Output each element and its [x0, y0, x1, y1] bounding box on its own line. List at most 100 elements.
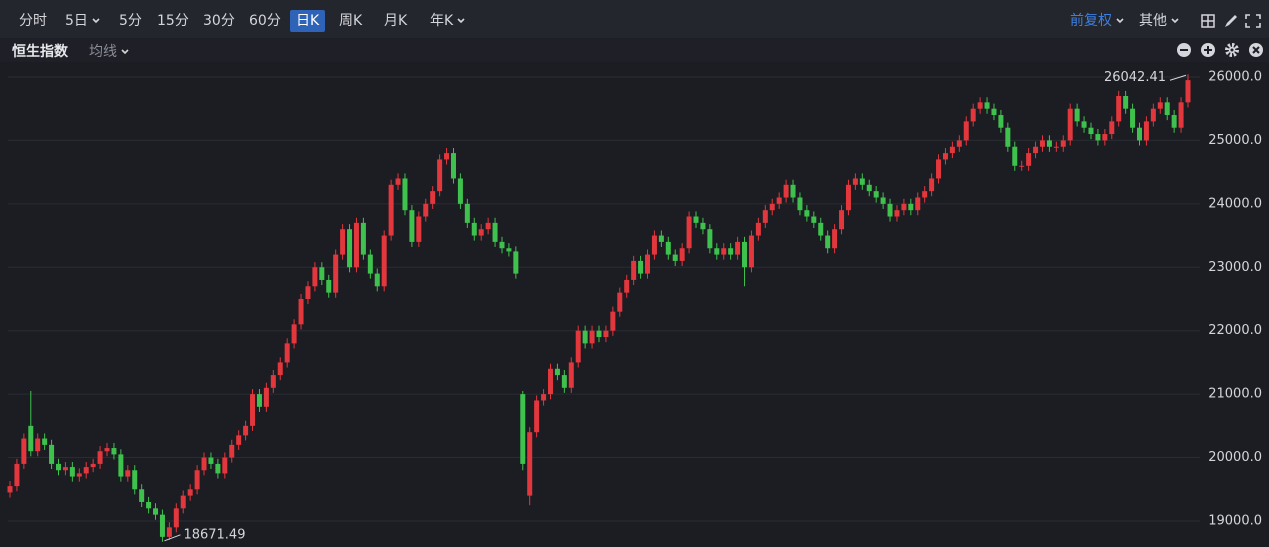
index-title: 恒生指数	[12, 44, 68, 60]
candle-body	[277, 362, 283, 376]
candle-body	[679, 248, 685, 261]
candle-body	[430, 191, 436, 204]
candle-body	[1116, 95, 1122, 122]
candle-body	[1005, 127, 1011, 147]
candle-body	[859, 178, 865, 185]
candle-body	[873, 191, 879, 198]
more-menu[interactable]: 其他	[1136, 10, 1182, 32]
candle-body	[1019, 165, 1025, 167]
y-tick-label: 21000.0	[1208, 387, 1262, 402]
candle-body	[1171, 115, 1177, 128]
candle-body	[457, 178, 463, 204]
candle-body	[97, 451, 103, 464]
candle-body	[263, 387, 269, 407]
candle-body	[146, 501, 152, 509]
candle-body	[762, 210, 768, 223]
zoom-in-icon[interactable]	[1201, 43, 1215, 57]
candle-body	[243, 425, 249, 436]
candle-body	[866, 184, 872, 192]
period-tab[interactable]: 15分	[157, 13, 189, 29]
fullscreen-icon[interactable]	[1245, 14, 1261, 28]
candle-body	[804, 210, 810, 217]
candle-body	[62, 467, 68, 471]
candle-body	[333, 254, 339, 293]
candle-body	[963, 121, 969, 141]
candle-body	[1067, 108, 1073, 141]
period-tab[interactable]: 30分	[203, 13, 235, 29]
period-tab[interactable]: 5分	[119, 13, 142, 29]
candle-body	[35, 438, 41, 452]
candle-body	[28, 425, 34, 452]
candle-body	[908, 203, 914, 211]
candle-body	[1109, 121, 1115, 135]
y-tick-label: 25000.0	[1208, 133, 1262, 148]
y-tick-label: 22000.0	[1208, 323, 1262, 338]
candle-body	[298, 298, 304, 325]
candle-body	[222, 457, 228, 474]
candle-body	[596, 330, 602, 338]
close-icon[interactable]	[1249, 43, 1263, 57]
candle-body	[610, 311, 616, 331]
candle-body	[478, 229, 484, 236]
candle-body	[450, 153, 456, 179]
candle-body	[852, 178, 858, 185]
chevron	[92, 18, 100, 24]
candle-body	[880, 197, 886, 204]
candle-body	[617, 292, 623, 312]
candle-body	[1102, 134, 1108, 141]
candle-body	[360, 222, 366, 255]
period-tab[interactable]: 60分	[249, 13, 281, 29]
period-tab[interactable]: 5日	[62, 10, 103, 32]
candle-body	[166, 527, 172, 537]
candle-body	[492, 222, 498, 242]
candle-body	[374, 273, 380, 287]
y-tick-label: 20000.0	[1208, 450, 1262, 465]
candle-body	[388, 184, 394, 236]
candle-body	[1185, 80, 1191, 103]
candle-body	[1033, 146, 1039, 154]
period-tab[interactable]: 月K	[384, 13, 408, 29]
candle-body	[527, 432, 533, 496]
indicator-bar: 恒生指数 均线	[0, 38, 1269, 62]
y-tick-label: 19000.0	[1208, 513, 1262, 528]
candle-body	[547, 368, 553, 395]
candle-body	[1130, 108, 1136, 128]
ma-menu[interactable]: 均线	[89, 41, 129, 61]
candle-body	[811, 216, 817, 223]
candle-body	[631, 260, 637, 280]
candle-body	[153, 508, 159, 515]
candle-body	[541, 394, 547, 401]
candle-body	[139, 489, 145, 502]
period-tab[interactable]: 分时	[19, 13, 47, 29]
candle-body	[915, 197, 921, 211]
candle-body	[76, 473, 82, 477]
candle-body	[776, 197, 782, 204]
candle-body	[395, 178, 401, 185]
period-tab[interactable]: 周K	[339, 13, 363, 29]
period-tab[interactable]: 年K	[427, 10, 468, 32]
candle-body	[1039, 140, 1045, 147]
candle-body	[748, 235, 754, 268]
draw-icon[interactable]	[1225, 15, 1237, 27]
y-tick-label: 23000.0	[1208, 260, 1262, 275]
candle-body	[651, 235, 657, 255]
candle-body	[742, 241, 748, 268]
candle-body	[638, 260, 644, 274]
more-label: 其他	[1139, 13, 1167, 29]
candle-body	[561, 375, 567, 388]
candle-body	[693, 216, 699, 223]
candle-body	[936, 159, 942, 179]
candle-body	[367, 254, 373, 274]
candle-body	[901, 203, 907, 211]
candle-body	[187, 489, 193, 496]
adjust-menu[interactable]: 前复权	[1067, 10, 1127, 32]
candle-body	[194, 470, 200, 490]
settings-icon[interactable]	[1225, 43, 1239, 57]
candle-body	[215, 463, 221, 474]
period-tab[interactable]: 日K	[290, 10, 326, 32]
layout-icon[interactable]	[1201, 14, 1215, 28]
candle-body	[575, 330, 581, 363]
zoom-out-icon[interactable]	[1177, 43, 1191, 57]
candle-body	[922, 191, 928, 198]
